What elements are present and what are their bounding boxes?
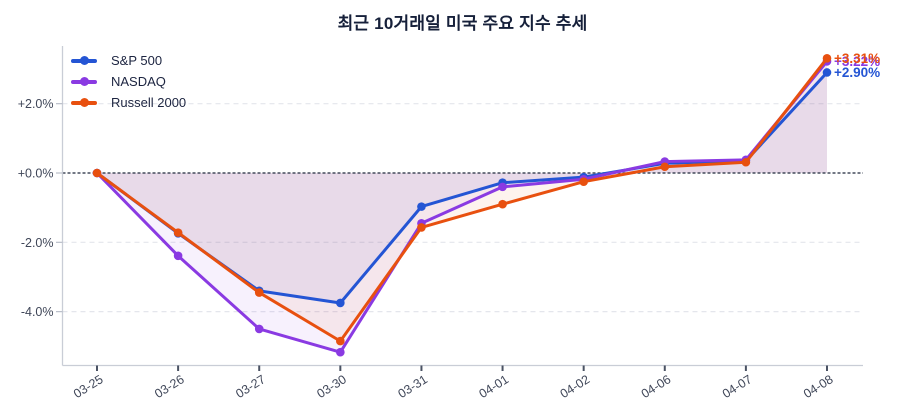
x-tick-label: 04-02	[558, 372, 593, 401]
data-point	[336, 336, 345, 346]
x-tick-label: 04-06	[639, 372, 674, 401]
area-fill	[97, 61, 827, 353]
series-line	[95, 56, 829, 343]
x-tick-label: 03-26	[152, 372, 187, 401]
data-point	[173, 228, 183, 237]
chart-legend: S&P 500 NASDAQ Russell 2000	[71, 50, 186, 113]
data-point	[417, 223, 426, 232]
x-tick-label: 03-30	[314, 372, 349, 401]
data-point	[254, 288, 264, 297]
data-point	[336, 298, 345, 308]
data-point	[336, 347, 345, 357]
legend-marker-icon	[71, 77, 97, 86]
y-tick-label: +0.0%	[18, 167, 54, 181]
legend-marker-icon	[71, 56, 97, 65]
x-tick-label: 04-07	[720, 372, 755, 401]
series-line	[95, 59, 829, 354]
x-tick-label: 03-31	[395, 372, 430, 401]
end-value-label: +3.22%	[834, 54, 880, 69]
legend-item-s-p-500: S&P 500	[71, 50, 186, 71]
legend-label: S&P 500	[111, 53, 163, 68]
data-point	[822, 68, 832, 77]
data-point	[822, 53, 832, 63]
end-value-label: +3.31%	[834, 51, 880, 66]
data-point	[579, 177, 588, 186]
chart-title: 최근 10거래일 미국 주요 지수 추세	[337, 14, 588, 33]
legend-label: Russell 2000	[111, 95, 187, 110]
x-tick-label: 04-01	[477, 372, 512, 401]
x-tick-label: 03-27	[233, 372, 268, 401]
y-tick-label: +2.0%	[18, 97, 54, 111]
data-point	[173, 251, 183, 261]
data-point	[660, 162, 670, 172]
legend-item-russell-2000: Russell 2000	[71, 92, 186, 113]
data-point	[498, 199, 507, 209]
end-value-label: +2.90%	[834, 65, 880, 80]
y-tick-label: -2.0%	[21, 236, 54, 250]
data-point	[417, 202, 426, 211]
x-tick-label: 03-25	[71, 372, 106, 401]
legend-marker-icon	[71, 98, 97, 107]
data-point	[498, 182, 507, 192]
data-point	[254, 324, 264, 334]
data-point	[741, 157, 751, 167]
area-fill	[97, 72, 827, 303]
area-fill	[97, 58, 827, 342]
legend-item-nasdaq: NASDAQ	[71, 71, 186, 92]
y-tick-label: -4.0%	[21, 305, 54, 319]
legend-label: NASDAQ	[111, 74, 166, 89]
data-point	[92, 168, 102, 178]
x-tick-label: 04-08	[801, 372, 836, 401]
